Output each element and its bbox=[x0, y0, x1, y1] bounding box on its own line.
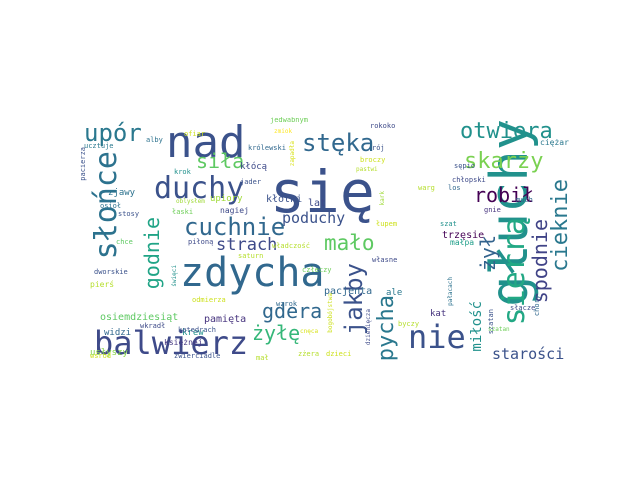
word: zwierciadle bbox=[174, 352, 221, 360]
word: wśród bbox=[90, 352, 112, 360]
word: piłoną bbox=[188, 238, 214, 246]
word: poduchy bbox=[282, 209, 346, 227]
word: królewski bbox=[248, 144, 286, 152]
word: kłótni bbox=[266, 194, 303, 205]
word: wkradł bbox=[140, 322, 166, 330]
word: zapadła bbox=[289, 141, 296, 167]
word: much bbox=[516, 196, 533, 204]
word: pastwi bbox=[356, 166, 378, 173]
word: warg bbox=[418, 184, 435, 192]
word: jakby bbox=[340, 263, 368, 336]
word: lat bbox=[308, 198, 327, 209]
word: stęka bbox=[302, 129, 375, 157]
word: pierś bbox=[90, 280, 115, 289]
word: ale bbox=[386, 288, 403, 298]
word: odmierza bbox=[192, 296, 226, 304]
word: mało bbox=[324, 231, 375, 255]
word: święci bbox=[171, 265, 178, 287]
word: upiory bbox=[210, 194, 243, 204]
word: chłopski bbox=[452, 176, 486, 184]
word: łupem bbox=[376, 220, 398, 228]
word: godnie bbox=[140, 217, 164, 290]
word: osioł bbox=[100, 202, 122, 210]
word: kat bbox=[430, 309, 447, 319]
word: wzrok bbox=[276, 300, 298, 308]
word: widzi bbox=[104, 328, 132, 338]
word: stosy bbox=[118, 210, 140, 218]
word: własne bbox=[372, 256, 398, 264]
word: szatan bbox=[488, 326, 510, 333]
word: usłyszy bbox=[90, 348, 128, 358]
word: mał bbox=[256, 354, 269, 362]
word: zmiok bbox=[274, 128, 293, 135]
word: dzieci bbox=[326, 350, 352, 358]
word: słącze bbox=[510, 304, 536, 312]
word: balwierz bbox=[94, 324, 249, 362]
word: małpa bbox=[450, 238, 475, 247]
word: miłość bbox=[469, 301, 485, 352]
word: broczy bbox=[360, 156, 386, 164]
word: byczy bbox=[398, 320, 420, 328]
word: pacierza bbox=[80, 147, 87, 181]
word: pałacach bbox=[447, 277, 454, 306]
word: się bbox=[270, 158, 375, 226]
word: cieknie bbox=[548, 179, 573, 272]
word: dzienięcza bbox=[365, 309, 372, 346]
word: upór bbox=[84, 119, 142, 147]
word: cnęca bbox=[300, 328, 319, 335]
word: łaski bbox=[172, 208, 194, 216]
word: nie bbox=[408, 318, 466, 356]
word: strach bbox=[216, 235, 278, 255]
word: krok bbox=[174, 168, 191, 176]
word: otwiera bbox=[460, 119, 553, 144]
word: starości bbox=[492, 345, 565, 363]
word: alby bbox=[146, 136, 163, 144]
word: jedwabnym bbox=[270, 117, 308, 124]
word: jader bbox=[240, 178, 262, 186]
word: nad bbox=[166, 117, 246, 168]
word: zjawy bbox=[108, 188, 136, 198]
word: szat bbox=[440, 220, 457, 228]
word: osiemdziesiąt bbox=[100, 312, 179, 323]
word: ucztuje bbox=[84, 142, 114, 150]
word: duchy bbox=[154, 171, 245, 206]
word: trzęsie bbox=[442, 230, 485, 241]
word: kłócą bbox=[240, 162, 268, 172]
word: pacjenta bbox=[324, 286, 373, 297]
word: władczość bbox=[272, 242, 310, 250]
word: siła bbox=[196, 149, 245, 173]
word: cuchnie bbox=[184, 213, 286, 241]
word: gdera bbox=[262, 299, 323, 323]
word: rokoko bbox=[370, 122, 396, 130]
word: krew bbox=[182, 328, 204, 338]
word: skarży bbox=[464, 149, 544, 174]
word: chce bbox=[116, 238, 133, 246]
word: bogobójstwa bbox=[327, 293, 334, 333]
word: saturn bbox=[238, 252, 264, 260]
word: ofiar bbox=[184, 130, 206, 138]
word: ciężar bbox=[540, 138, 569, 147]
word: robił bbox=[474, 183, 535, 207]
word-cloud: głuchy się nad zdycha balwierz słońce du… bbox=[80, 117, 576, 365]
word: oblysłem bbox=[176, 198, 205, 205]
word: pamięta bbox=[204, 314, 247, 325]
word: zdycha bbox=[180, 250, 325, 296]
word: katedrach bbox=[178, 326, 216, 334]
word: księżnej bbox=[164, 338, 203, 347]
word: los bbox=[448, 184, 461, 192]
word: dworskie bbox=[94, 268, 128, 276]
word: nagiej bbox=[220, 206, 249, 215]
word: gnie bbox=[484, 206, 501, 214]
word: kark bbox=[379, 191, 386, 206]
word: zżera bbox=[298, 350, 320, 358]
word: pycha bbox=[374, 295, 399, 362]
word: człeczy bbox=[302, 266, 332, 274]
word: żyłę bbox=[252, 321, 301, 345]
word: spodnie bbox=[528, 219, 552, 304]
word: rój bbox=[372, 144, 385, 152]
word: sępio bbox=[454, 162, 476, 170]
